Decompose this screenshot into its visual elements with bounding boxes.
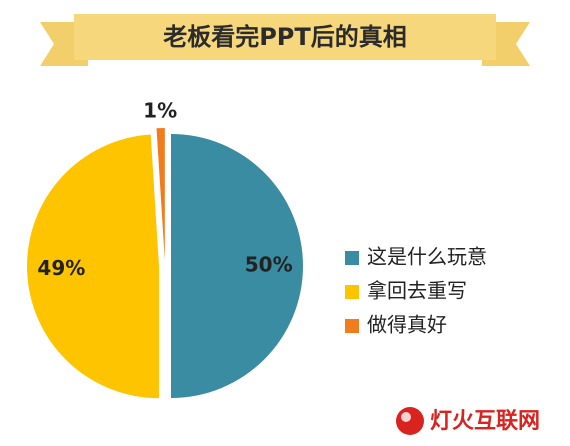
chart-title: 老板看完PPT后的真相 (163, 23, 407, 51)
banner-body (74, 14, 496, 60)
legend-swatch (345, 285, 359, 299)
legend-label: 这是什么玩意 (367, 245, 487, 269)
pie-slice (156, 128, 165, 261)
legend-label: 拿回去重写 (367, 279, 467, 303)
title-banner (40, 14, 530, 66)
watermark-group: 灯火互联网 (396, 407, 540, 435)
data-label: 1% (143, 99, 177, 123)
pie-slice (171, 134, 303, 398)
watermark-icon-shine (401, 412, 411, 422)
pie: 50% 49% 1% (27, 99, 303, 399)
watermark: 灯火互联网 (430, 409, 540, 434)
watermark-icon (396, 407, 424, 435)
data-label: 50% (245, 253, 293, 277)
legend-swatch (345, 251, 359, 265)
legend-swatch (345, 319, 359, 333)
pie-slice (27, 134, 160, 399)
legend-label: 做得真好 (367, 313, 447, 337)
data-label: 49% (37, 256, 85, 280)
